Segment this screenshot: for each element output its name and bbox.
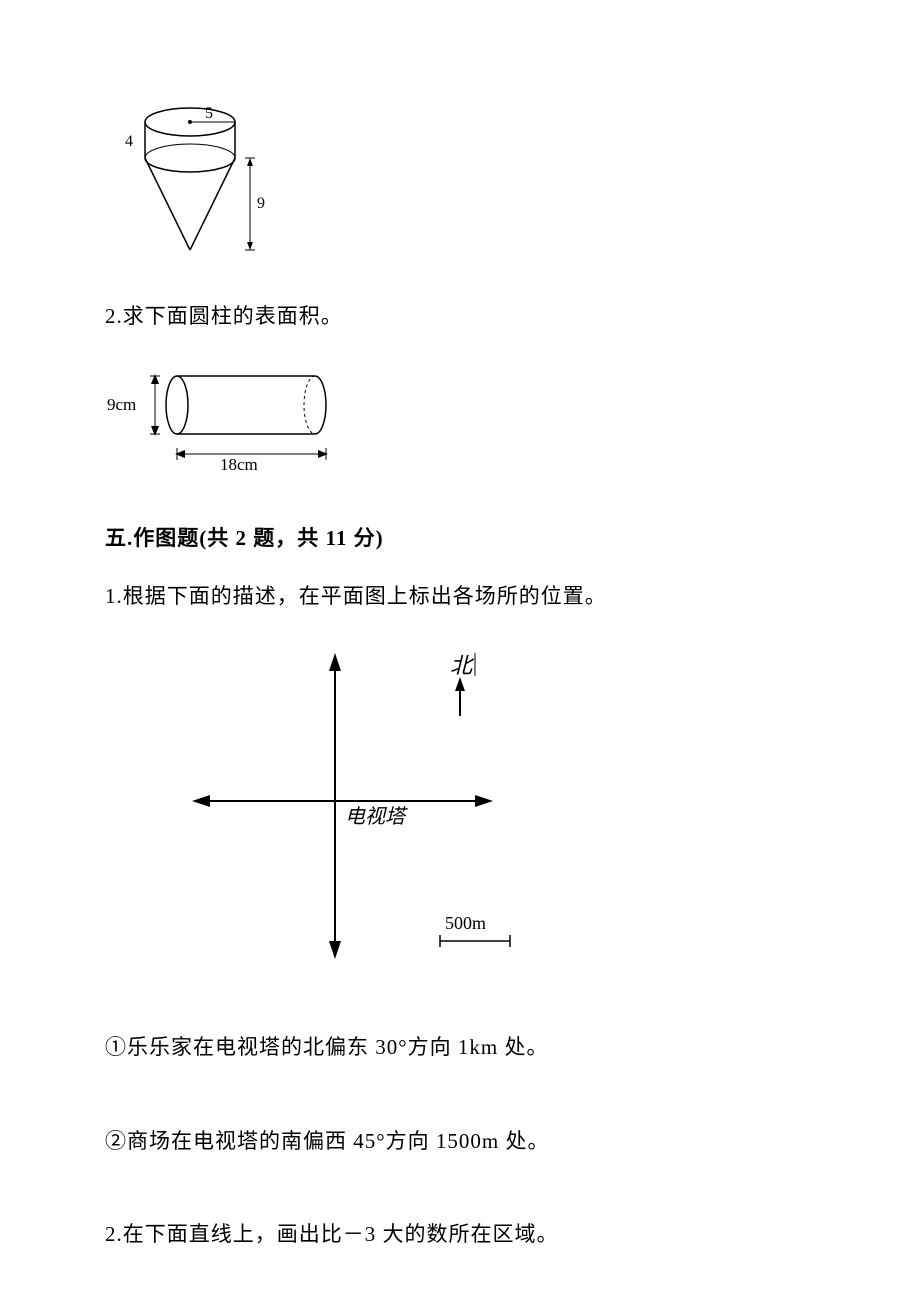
compass-center-label: 电视塔 (345, 806, 408, 828)
problem-5-2-text: 2.在下面直线上，画出比－3 大的数所在区域。 (105, 1218, 820, 1252)
cyl-height-label: 4 (125, 133, 133, 150)
direction-item-2: ②商场在电视塔的南偏西 45°方向 1500m 处。 (105, 1125, 820, 1159)
cone-cylinder-figure: 5 4 9 (105, 100, 820, 270)
scale-label: 500m (445, 913, 486, 933)
cone-radius-label: 5 (205, 105, 213, 122)
section-5-heading: 五.作图题(共 2 题，共 11 分) (105, 522, 820, 552)
problem-5-1-text: 1.根据下面的描述，在平面图上标出各场所的位置。 (105, 580, 820, 614)
cone-height-label: 9 (257, 195, 265, 212)
direction-item-1: ①乐乐家在电视塔的北偏东 30°方向 1km 处。 (105, 1031, 820, 1065)
north-label: 北 (450, 653, 475, 678)
cylinder-diameter-label: 9cm (107, 395, 136, 414)
horizontal-cylinder-figure: 9cm 18cm (105, 362, 820, 472)
compass-figure: 电视塔 北 500m (145, 641, 820, 991)
problem-2-text: 2.求下面圆柱的表面积。 (105, 300, 820, 334)
direction-items: ①乐乐家在电视塔的北偏东 30°方向 1km 处。 ②商场在电视塔的南偏西 45… (105, 1031, 820, 1158)
cylinder-length-label: 18cm (220, 455, 258, 472)
